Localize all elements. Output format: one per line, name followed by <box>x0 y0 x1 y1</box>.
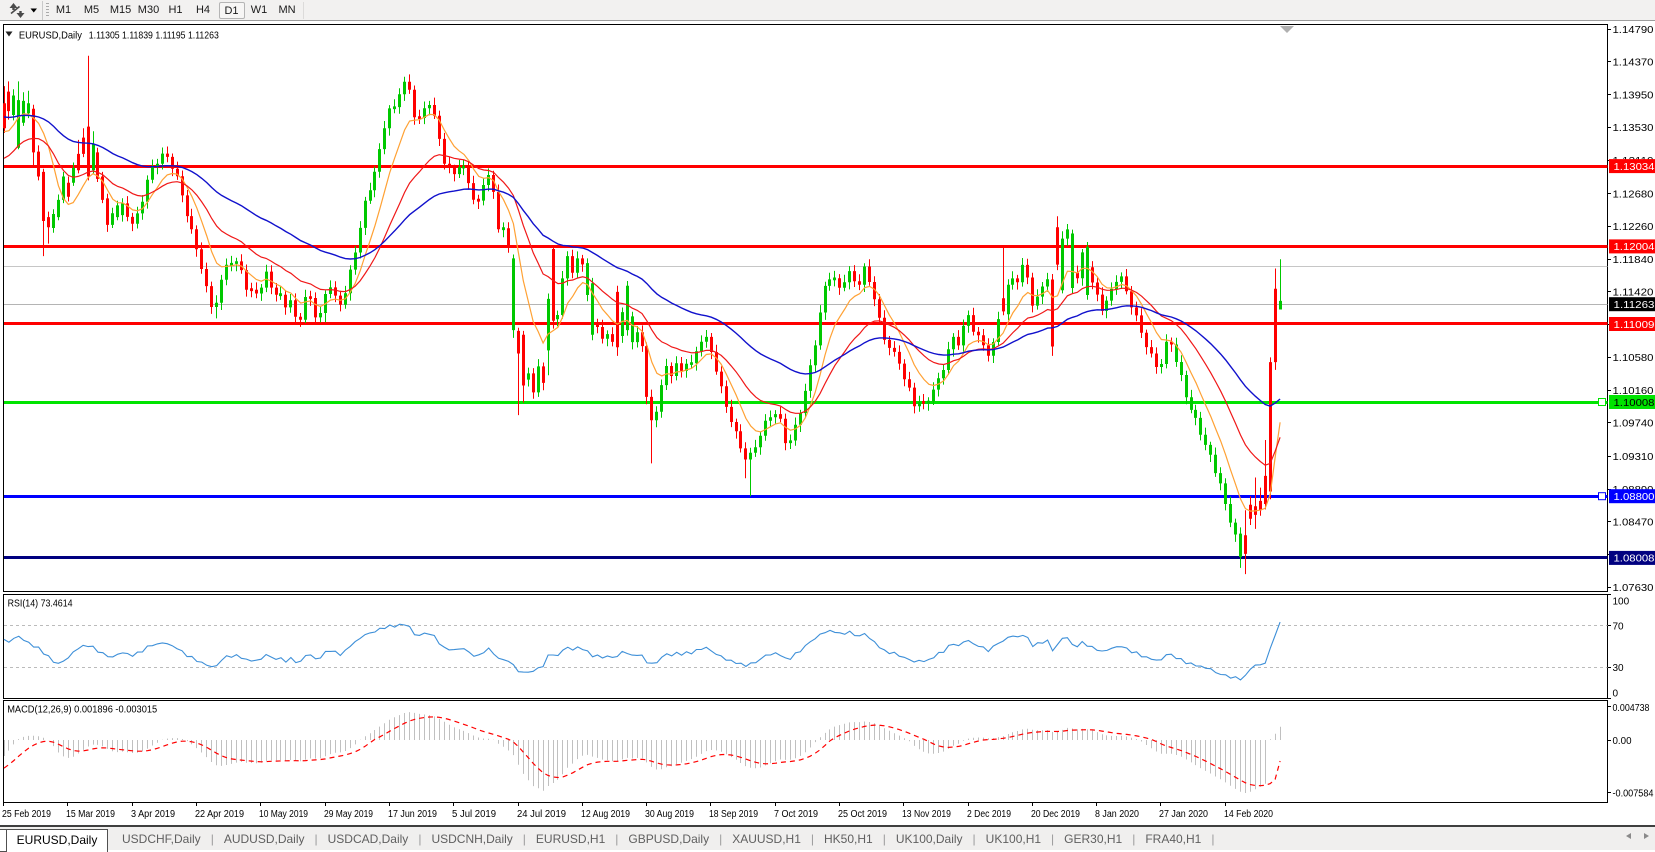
svg-text:27 Jan 2020: 27 Jan 2020 <box>1159 809 1208 820</box>
svg-text:1.09310: 1.09310 <box>1613 451 1654 463</box>
svg-text:70: 70 <box>1613 622 1625 633</box>
svg-text:1.14370: 1.14370 <box>1613 57 1654 69</box>
svg-text:7 Oct 2019: 7 Oct 2019 <box>774 809 818 820</box>
svg-text:RSI(14) 73.4614: RSI(14) 73.4614 <box>8 599 73 610</box>
svg-text:18 Sep 2019: 18 Sep 2019 <box>709 809 758 820</box>
svg-text:1.12680: 1.12680 <box>1613 189 1654 201</box>
svg-text:1.11420: 1.11420 <box>1613 287 1654 299</box>
svg-text:1.08800: 1.08800 <box>1614 491 1655 503</box>
svg-text:1.08470: 1.08470 <box>1613 517 1654 529</box>
svg-text:24 Jul 2019: 24 Jul 2019 <box>517 809 566 820</box>
svg-text:1.13034: 1.13034 <box>1614 161 1655 173</box>
svg-text:-0.007584: -0.007584 <box>1613 789 1654 800</box>
svg-text:1.09740: 1.09740 <box>1613 418 1654 430</box>
svg-text:100: 100 <box>1613 596 1630 607</box>
svg-text:13 Nov 2019: 13 Nov 2019 <box>902 809 951 820</box>
svg-text:30 Aug 2019: 30 Aug 2019 <box>645 809 694 820</box>
svg-text:1.10580: 1.10580 <box>1613 352 1654 364</box>
svg-text:5 Jul 2019: 5 Jul 2019 <box>452 809 496 820</box>
svg-text:29 May 2019: 29 May 2019 <box>324 809 373 820</box>
svg-text:2 Dec 2019: 2 Dec 2019 <box>967 809 1011 820</box>
svg-text:1.11263: 1.11263 <box>1614 299 1655 311</box>
svg-text:MACD(12,26,9) 0.001896 -0.0030: MACD(12,26,9) 0.001896 -0.003015 <box>7 705 157 716</box>
svg-text:1.13530: 1.13530 <box>1613 122 1654 134</box>
svg-text:1.13950: 1.13950 <box>1613 90 1654 102</box>
svg-text:17 Jun 2019: 17 Jun 2019 <box>388 809 437 820</box>
svg-text:1.12004: 1.12004 <box>1614 241 1655 253</box>
svg-text:15 Mar 2019: 15 Mar 2019 <box>66 809 115 820</box>
svg-text:12 Aug 2019: 12 Aug 2019 <box>581 809 630 820</box>
svg-text:30: 30 <box>1613 663 1625 674</box>
svg-text:1.10008: 1.10008 <box>1614 397 1655 409</box>
svg-text:0.00: 0.00 <box>1613 736 1632 747</box>
svg-text:EURUSD,Daily: EURUSD,Daily <box>19 30 83 42</box>
svg-text:20 Dec 2019: 20 Dec 2019 <box>1031 809 1080 820</box>
svg-text:3 Apr 2019: 3 Apr 2019 <box>131 809 175 820</box>
svg-text:1.11305 1.11839 1.11195 1.1126: 1.11305 1.11839 1.11195 1.11263 <box>89 30 219 42</box>
svg-text:8 Jan 2020: 8 Jan 2020 <box>1095 809 1139 820</box>
svg-text:0.004738: 0.004738 <box>1613 703 1650 714</box>
svg-text:1.07630: 1.07630 <box>1613 582 1654 594</box>
svg-text:1.10160: 1.10160 <box>1613 385 1654 397</box>
svg-text:1.12260: 1.12260 <box>1613 221 1654 233</box>
svg-text:1.11009: 1.11009 <box>1614 319 1655 331</box>
svg-text:1.08008: 1.08008 <box>1614 553 1655 565</box>
svg-text:10 May 2019: 10 May 2019 <box>259 809 308 820</box>
svg-text:22 Apr 2019: 22 Apr 2019 <box>195 809 244 820</box>
svg-text:0: 0 <box>1613 688 1619 699</box>
svg-text:25 Oct 2019: 25 Oct 2019 <box>838 809 887 820</box>
svg-text:25 Feb 2019: 25 Feb 2019 <box>2 809 51 820</box>
svg-text:1.14790: 1.14790 <box>1613 24 1654 36</box>
svg-text:14 Feb 2020: 14 Feb 2020 <box>1224 809 1273 820</box>
svg-text:1.11840: 1.11840 <box>1613 254 1654 266</box>
